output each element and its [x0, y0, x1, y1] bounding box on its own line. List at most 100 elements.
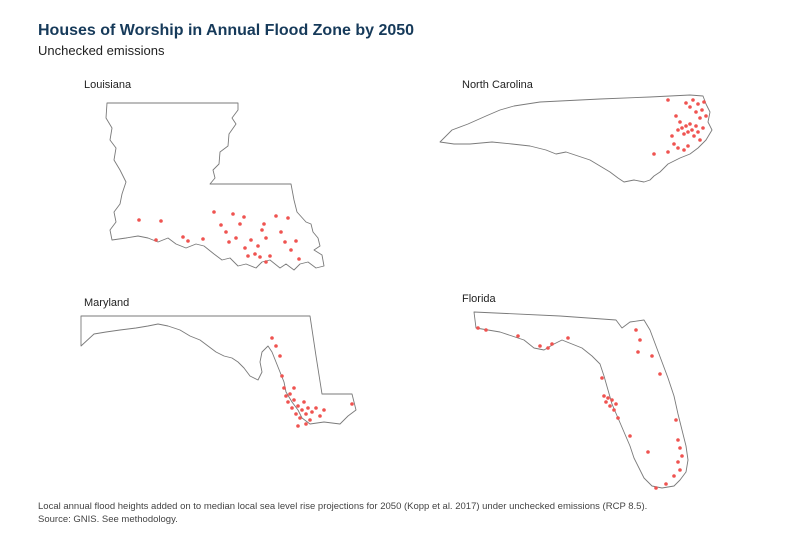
point: [249, 238, 253, 242]
footer-notes: Local annual flood heights added on to m…: [38, 500, 647, 526]
point: [181, 235, 185, 239]
point: [676, 128, 680, 132]
point: [243, 246, 247, 250]
point: [654, 486, 658, 490]
point: [638, 338, 642, 342]
point: [616, 416, 620, 420]
point: [212, 210, 216, 214]
florida-outline: [473, 311, 689, 489]
point: [612, 408, 616, 412]
point: [280, 374, 284, 378]
point: [702, 100, 706, 104]
point: [270, 336, 274, 340]
point: [694, 124, 698, 128]
point: [227, 240, 231, 244]
point: [304, 422, 308, 426]
point: [304, 412, 308, 416]
point: [566, 336, 570, 340]
point: [137, 218, 141, 222]
point: [704, 114, 708, 118]
point: [186, 239, 190, 243]
louisiana-points: [137, 210, 301, 264]
point: [600, 376, 604, 380]
point: [296, 404, 300, 408]
panel-label-florida: Florida: [462, 293, 496, 305]
point: [604, 400, 608, 404]
point: [284, 394, 288, 398]
point: [224, 230, 228, 234]
point: [253, 252, 257, 256]
point: [686, 144, 690, 148]
point: [670, 134, 674, 138]
point: [682, 148, 686, 152]
point: [676, 438, 680, 442]
point: [680, 126, 684, 130]
point: [282, 386, 286, 390]
point: [231, 212, 235, 216]
point: [234, 236, 238, 240]
point: [318, 414, 322, 418]
footer-note: Local annual flood heights added on to m…: [38, 501, 648, 512]
point: [691, 98, 695, 102]
point: [260, 228, 264, 232]
point: [646, 450, 650, 454]
point: [242, 215, 246, 219]
point: [219, 223, 223, 227]
point: [550, 342, 554, 346]
point: [264, 260, 268, 264]
point: [678, 446, 682, 450]
point: [636, 350, 640, 354]
point: [256, 244, 260, 248]
point: [682, 132, 686, 136]
maryland-outline: [80, 315, 357, 425]
point: [283, 240, 287, 244]
point: [294, 239, 298, 243]
point: [246, 254, 250, 258]
point: [296, 424, 300, 428]
north-carolina-outline: [439, 94, 713, 183]
point: [292, 386, 296, 390]
point: [484, 328, 488, 332]
point: [546, 346, 550, 350]
point: [614, 402, 618, 406]
florida-points: [476, 326, 684, 490]
page-title: Houses of Worship in Annual Flood Zone b…: [38, 22, 415, 39]
point: [154, 238, 158, 242]
point: [634, 328, 638, 332]
point: [680, 454, 684, 458]
point: [650, 354, 654, 358]
point: [278, 354, 282, 358]
point: [688, 122, 692, 126]
point: [538, 344, 542, 348]
point: [238, 222, 242, 226]
point: [310, 410, 314, 414]
point: [606, 396, 610, 400]
point: [268, 254, 272, 258]
point: [264, 236, 268, 240]
point: [308, 418, 312, 422]
point: [516, 334, 520, 338]
point: [302, 400, 306, 404]
point: [274, 214, 278, 218]
point: [290, 406, 294, 410]
point: [652, 152, 656, 156]
point: [701, 126, 705, 130]
point: [686, 130, 690, 134]
point: [608, 404, 612, 408]
point: [322, 408, 326, 412]
point: [658, 372, 662, 376]
point: [350, 402, 354, 406]
point: [690, 128, 694, 132]
point: [294, 412, 298, 416]
point: [694, 110, 698, 114]
point: [628, 434, 632, 438]
point: [476, 326, 480, 330]
point: [672, 474, 676, 478]
point: [314, 406, 318, 410]
point: [672, 142, 676, 146]
point: [300, 408, 304, 412]
